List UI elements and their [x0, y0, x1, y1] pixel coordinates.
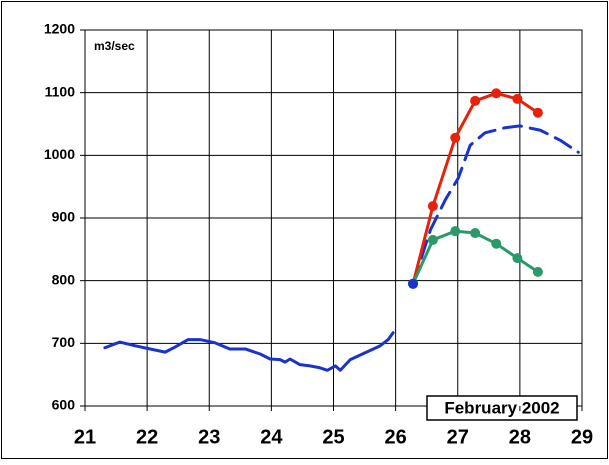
- x-tick-label: 26: [385, 426, 407, 448]
- point: [491, 88, 502, 99]
- point: [450, 226, 461, 237]
- y-tick-label: 1200: [44, 21, 75, 37]
- point: [512, 93, 523, 104]
- x-tick-label: 28: [509, 426, 531, 448]
- series-line: [103, 331, 395, 372]
- marks: [103, 88, 580, 372]
- point: [470, 95, 481, 106]
- annotation: February 2002: [444, 398, 559, 417]
- y-tick-label: 1000: [44, 146, 75, 162]
- point: [532, 107, 543, 118]
- y-tick-label: 1100: [45, 83, 76, 99]
- x-tick-label: 27: [447, 426, 469, 448]
- series-line: [411, 124, 580, 286]
- point: [427, 234, 438, 245]
- point: [427, 201, 438, 212]
- point: [491, 238, 502, 249]
- y-tick-label: 800: [52, 271, 76, 287]
- point: [470, 228, 481, 239]
- x-tick-label: 21: [74, 426, 96, 448]
- point: [408, 278, 419, 289]
- annotation-box: [426, 395, 578, 421]
- point: [532, 266, 543, 277]
- x-tick-label: 22: [136, 426, 158, 448]
- unit-label: m3/sec: [94, 39, 135, 53]
- x-tick-label: 25: [322, 426, 344, 448]
- x-tick-label: 29: [571, 426, 593, 448]
- grid: [84, 29, 583, 407]
- x-tick-label: 24: [260, 426, 283, 448]
- x-tick-label: 23: [198, 426, 220, 448]
- y-tick-label: 700: [52, 334, 76, 350]
- point: [512, 253, 523, 264]
- y-tick-label: 600: [52, 397, 76, 413]
- point: [450, 132, 461, 143]
- y-tick-label: 900: [52, 209, 76, 225]
